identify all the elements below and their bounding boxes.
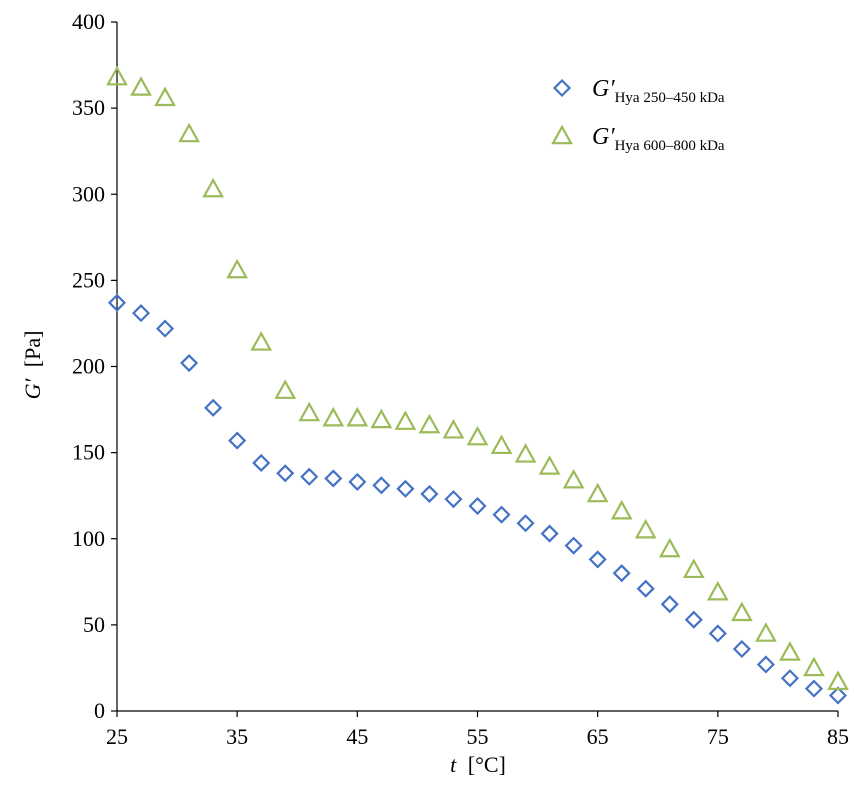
diamond-point: [300, 467, 319, 486]
diamond-point: [780, 669, 799, 688]
triangle-point: [658, 537, 681, 558]
x-axis-unit: [°C]: [468, 752, 506, 777]
legend-label: G′Hya 250–450 kDa: [592, 76, 725, 106]
y-tick-label: 300: [72, 181, 105, 206]
y-tick-label: 400: [72, 9, 105, 34]
triangle-point: [562, 468, 585, 489]
diamond-point: [372, 476, 391, 495]
triangle-point: [274, 379, 297, 399]
triangle-point: [130, 76, 152, 96]
diamond-point: [708, 624, 727, 643]
diamond-point: [516, 514, 535, 533]
axes: [116, 22, 838, 712]
x-axis-ticks: 25 35 45 55 65 75 85: [106, 711, 849, 749]
triangle-point: [490, 434, 513, 455]
triangle-point: [202, 177, 225, 198]
triangle-point: [394, 410, 417, 430]
triangle-point: [514, 443, 537, 463]
triangle-point: [178, 122, 200, 143]
y-axis-symbol: G′: [20, 378, 45, 400]
x-tick-label: 85: [827, 724, 849, 749]
triangle-point: [803, 656, 825, 677]
diamond-point: [396, 479, 415, 498]
triangle-point: [779, 641, 801, 661]
diamond-point: [180, 353, 199, 373]
triangle-point: [682, 558, 705, 579]
x-tick-label: 45: [346, 724, 368, 749]
triangle-point: [586, 482, 609, 503]
diamond-point: [588, 550, 607, 569]
diamond-point: [228, 431, 247, 450]
diamond-point: [107, 293, 127, 312]
y-tick-label: 100: [72, 526, 105, 551]
legend: G′Hya 250–450 kDa G′Hya 600–800 kDa: [551, 76, 725, 154]
y-axis-ticks: 0 50 100 150 200 250 300 350 400: [72, 9, 117, 723]
diamond-point: [660, 595, 679, 614]
diamond-point: [684, 610, 703, 629]
diamond-point: [444, 490, 463, 509]
triangle-point: [106, 65, 128, 86]
series-hya-600-800: [106, 65, 849, 691]
x-axis-symbol: t: [450, 752, 457, 777]
y-tick-label: 50: [83, 612, 105, 637]
triangle-point: [442, 418, 465, 439]
diamond-point: [564, 536, 583, 555]
legend-label: G′Hya 600–800 kDa: [592, 124, 725, 154]
triangle-point: [610, 499, 633, 520]
y-tick-label: 350: [72, 95, 105, 120]
triangle-point: [827, 670, 849, 691]
diamond-point: [492, 505, 511, 524]
diamond-point: [540, 524, 559, 543]
triangle-point: [250, 331, 273, 351]
diamond-point: [276, 464, 295, 483]
diamond-point: [131, 304, 151, 323]
x-tick-label: 65: [587, 724, 609, 749]
diamond-point: [156, 319, 175, 338]
triangle-point: [370, 408, 393, 429]
x-tick-label: 55: [467, 724, 489, 749]
legend-item: G′Hya 600–800 kDa: [551, 124, 725, 154]
triangle-point: [706, 580, 729, 601]
diamond-point: [636, 579, 655, 598]
triangle-point: [298, 401, 321, 422]
y-tick-label: 0: [94, 698, 105, 723]
triangle-point: [322, 406, 345, 427]
legend-item: G′Hya 250–450 kDa: [552, 76, 725, 106]
diamond-point: [732, 639, 751, 659]
y-tick-label: 200: [72, 354, 105, 379]
x-axis-title: t [°C]: [450, 752, 506, 777]
triangle-point: [466, 425, 489, 446]
y-axis-unit: [Pa]: [20, 331, 45, 368]
triangle-point: [418, 413, 441, 434]
diamond-point: [828, 686, 848, 705]
diamond-point: [204, 398, 223, 417]
y-axis-title: G′ [Pa]: [20, 331, 45, 400]
x-tick-label: 35: [226, 724, 248, 749]
diamond-point: [324, 469, 343, 488]
y-tick-label: 150: [72, 440, 105, 465]
legend-marker-diamond: [552, 78, 572, 98]
x-tick-label: 25: [106, 724, 128, 749]
triangle-point: [154, 86, 176, 107]
triangle-point: [538, 455, 561, 475]
diamond-point: [420, 484, 439, 504]
x-tick-label: 75: [707, 724, 729, 749]
triangle-point: [755, 622, 777, 642]
y-tick-label: 250: [72, 267, 105, 292]
triangle-point: [226, 258, 249, 279]
legend-marker-triangle: [551, 124, 573, 145]
diamond-point: [756, 655, 775, 674]
data-points: [106, 65, 849, 705]
triangle-point: [730, 601, 753, 622]
series-hya-250-450: [107, 293, 848, 705]
diamond-point: [252, 453, 271, 473]
diamond-point: [468, 496, 487, 516]
triangle-point: [634, 518, 657, 539]
diamond-point: [612, 564, 631, 583]
triangle-point: [346, 406, 369, 427]
diamond-point: [348, 472, 367, 491]
diamond-point: [804, 679, 824, 698]
